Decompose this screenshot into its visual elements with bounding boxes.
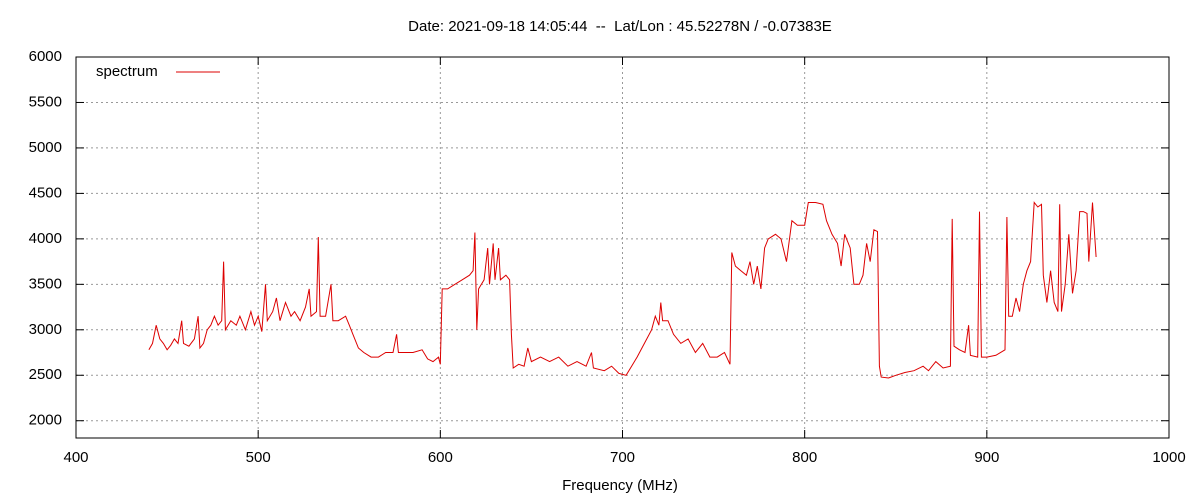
plot-frame — [75, 56, 1170, 439]
y-tick-label: 3000 — [29, 321, 62, 338]
x-tick-label: 800 — [792, 449, 817, 466]
y-tick-label: 4000 — [29, 230, 62, 247]
y-tick-label: 4500 — [29, 184, 62, 201]
y-tick-label: 6000 — [29, 48, 62, 65]
x-tick-label: 600 — [428, 449, 453, 466]
y-tick-label: 2000 — [29, 412, 62, 429]
x-tick-label: 700 — [610, 449, 635, 466]
x-tick-label: 1000 — [1152, 449, 1185, 466]
legend-label: spectrum — [96, 63, 158, 80]
y-tick-label: 5500 — [29, 93, 62, 110]
x-axis-label: Frequency (MHz) — [562, 477, 678, 494]
x-tick-label: 400 — [63, 449, 88, 466]
chart-title: Date: 2021-09-18 14:05:44 -- Lat/Lon : 4… — [408, 18, 832, 35]
y-tick-label: 2500 — [29, 366, 62, 383]
x-tick-label: 900 — [974, 449, 999, 466]
y-tick-label: 5000 — [29, 139, 62, 156]
series-line — [148, 201, 1097, 379]
y-tick-label: 3500 — [29, 275, 62, 292]
x-tick-label: 500 — [246, 449, 271, 466]
